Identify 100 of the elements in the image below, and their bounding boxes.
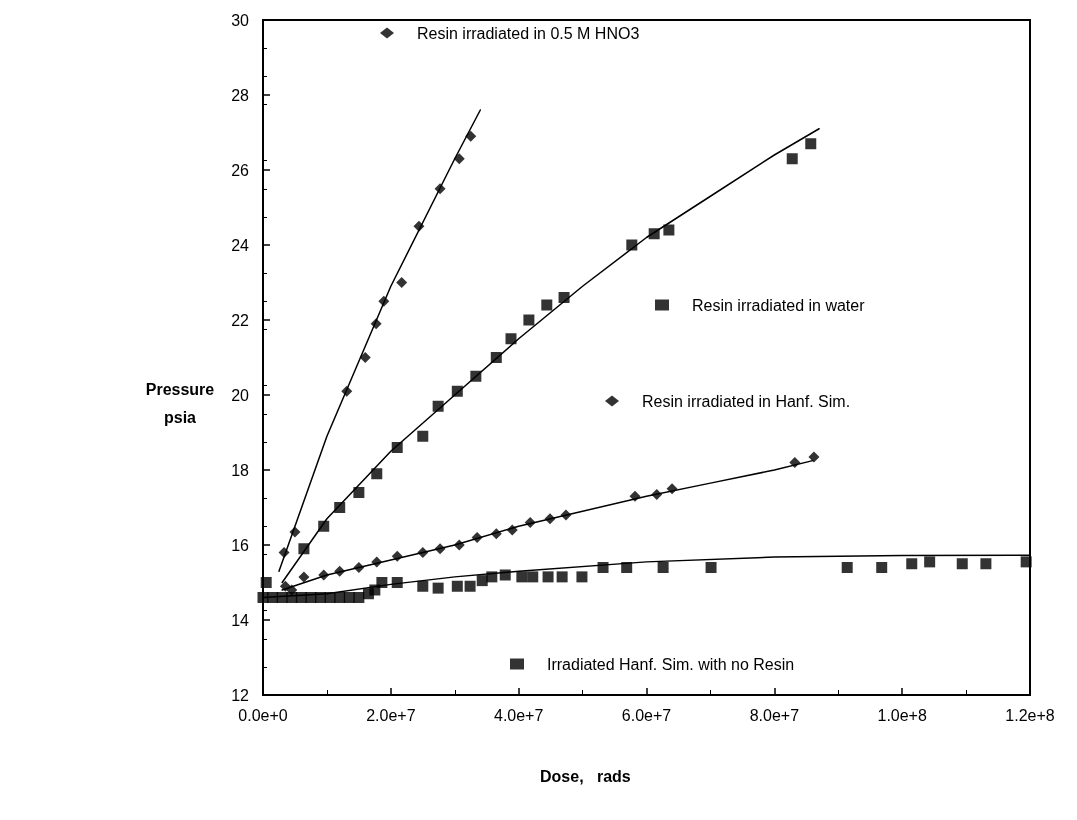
point [378, 295, 390, 307]
y-tick-label: 28 [231, 86, 250, 104]
point [808, 451, 820, 463]
legend-label: Resin irradiated in water [692, 296, 866, 314]
point [298, 543, 310, 555]
y-tick-label: 14 [231, 611, 250, 629]
point [334, 502, 346, 513]
point [490, 352, 502, 363]
point [876, 562, 888, 573]
point [334, 565, 346, 577]
point [542, 571, 554, 583]
point [396, 277, 408, 288]
x-tick-label: 1.2e+8 [1005, 706, 1055, 724]
legend-label: Resin irradiated in 0.5 M HNO3 [417, 24, 640, 42]
point [432, 400, 444, 412]
point [371, 468, 383, 480]
y-tick-label: 24 [231, 236, 250, 254]
point [558, 292, 570, 303]
legend-label: Resin irradiated in Hanf. Sim. [642, 392, 851, 410]
point [315, 592, 327, 603]
point [666, 483, 678, 495]
point [413, 220, 425, 232]
point [417, 580, 429, 592]
point [541, 299, 553, 311]
point [417, 430, 429, 442]
point [465, 130, 477, 142]
point [451, 580, 463, 592]
point [391, 577, 403, 588]
point [805, 138, 817, 150]
point [453, 153, 465, 165]
point [841, 562, 853, 573]
point [318, 520, 330, 532]
y-tick-label: 26 [231, 161, 250, 179]
x-tick-label: 6.0e+7 [621, 706, 672, 724]
point [544, 513, 556, 525]
point [663, 224, 675, 236]
point [956, 558, 968, 570]
point [370, 318, 382, 330]
point [278, 547, 290, 558]
point [289, 526, 301, 538]
y-tick-label: 22 [231, 311, 250, 329]
point [369, 584, 381, 596]
point [629, 490, 641, 502]
point [576, 571, 588, 583]
point [705, 562, 717, 573]
y-tick-label: 20 [231, 386, 250, 404]
y-tick-label: 12 [231, 686, 250, 704]
point [621, 562, 633, 573]
x-tick-label: 8.0e+7 [749, 706, 800, 724]
point [980, 558, 992, 570]
point [471, 532, 483, 543]
x-tick-label: 4.0e+7 [493, 706, 544, 724]
y-tick-label: 18 [231, 461, 250, 479]
point [298, 571, 310, 583]
point [376, 577, 388, 588]
line-series [278, 109, 482, 572]
point [391, 442, 403, 453]
point [651, 488, 663, 500]
point [260, 577, 272, 588]
point [432, 582, 444, 594]
point [434, 183, 446, 195]
point [341, 385, 353, 397]
point [470, 370, 482, 382]
point [353, 487, 365, 498]
point [506, 524, 518, 536]
x-tick-label: 0.0e+0 [238, 706, 288, 724]
x-tick-label: 2.0e+7 [366, 706, 416, 724]
point [353, 592, 365, 603]
point [505, 333, 517, 345]
point [391, 550, 403, 562]
point [556, 571, 568, 583]
point [597, 562, 609, 573]
point [359, 352, 371, 363]
point [523, 314, 535, 326]
point [434, 543, 446, 555]
point [286, 592, 298, 603]
legend-label: Irradiated Hanf. Sim. with no Resin [547, 655, 795, 673]
point [279, 580, 291, 592]
point [626, 239, 638, 251]
point [786, 153, 798, 165]
point [906, 558, 918, 570]
x-axis-title: Dose, rads [540, 767, 631, 785]
point [267, 592, 279, 603]
point [318, 569, 330, 581]
point [334, 592, 346, 603]
point [516, 571, 528, 583]
point [453, 539, 465, 551]
point [657, 562, 669, 573]
point [924, 556, 936, 568]
point [486, 571, 498, 583]
point [648, 228, 660, 240]
x-tick-label: 1.0e+8 [877, 706, 927, 724]
point [490, 528, 502, 540]
point [417, 547, 429, 558]
point [560, 509, 572, 521]
point [527, 571, 539, 583]
point [353, 562, 365, 573]
point [1020, 556, 1032, 568]
point [451, 385, 463, 397]
point [305, 592, 317, 603]
